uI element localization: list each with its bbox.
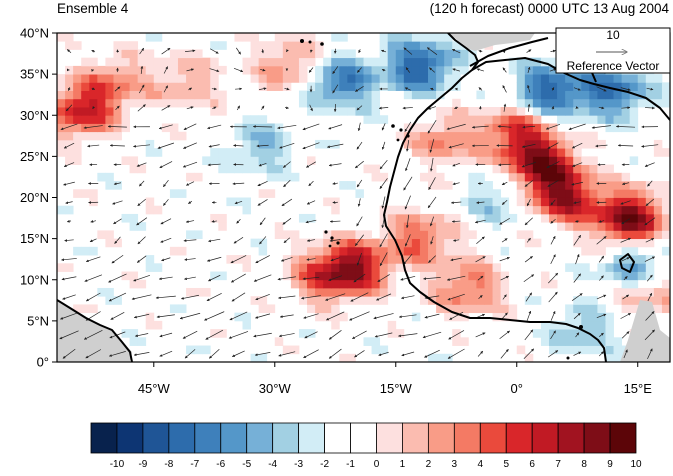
colorbar-swatch (584, 423, 610, 453)
y-axis-labels: 0° 5°N 10°N 15°N 20°N 25°N 30°N 35°N 40°N (20, 26, 49, 370)
colorbar-tick-label: -5 (242, 459, 251, 470)
reference-vector-magnitude: 10 (606, 28, 620, 42)
colorbar-swatch (351, 423, 377, 453)
colorbar-swatch (299, 423, 325, 453)
colorbar-swatch (558, 423, 584, 453)
colorbar-tick-label: 10 (630, 459, 642, 470)
colorbar-tick-label: -2 (320, 459, 329, 470)
colorbar-tick-label: 9 (607, 459, 613, 470)
colorbar-tick-label: 7 (555, 459, 561, 470)
x-tick-label: 15°E (624, 381, 653, 396)
colorbar-tick-label: 8 (581, 459, 587, 470)
y-tick-label: 10°N (20, 272, 49, 287)
colorbar-tick-label: -7 (190, 459, 199, 470)
colorbar-tick-label: 3 (452, 459, 458, 470)
colorbar-swatch (117, 423, 143, 453)
colorbar-tick-label: -9 (138, 459, 147, 470)
colorbar-swatch (195, 423, 221, 453)
colorbar-swatch (273, 423, 299, 453)
colorbar-swatch (480, 423, 506, 453)
colorbar-tick-label: 2 (426, 459, 432, 470)
x-tick-label: 30°W (259, 381, 292, 396)
y-tick-label: 25°N (20, 149, 49, 164)
reference-vector-legend: 10 Reference Vector (556, 28, 670, 73)
colorbar-swatch (532, 423, 558, 453)
colorbar-tick-label: -4 (268, 459, 277, 470)
colorbar-swatch (91, 423, 117, 453)
colorbar-swatch (143, 423, 169, 453)
colorbar-tick-label: -8 (164, 459, 173, 470)
colorbar (91, 423, 636, 453)
y-tick-label: 0° (37, 355, 49, 370)
x-tick-label: 0° (511, 381, 523, 396)
colorbar-tick-label: 0 (374, 459, 380, 470)
colorbar-swatch (610, 423, 636, 453)
y-tick-label: 15°N (20, 231, 49, 246)
colorbar-swatch (506, 423, 532, 453)
colorbar-tick-label: -3 (294, 459, 303, 470)
colorbar-tick-label: 4 (478, 459, 484, 470)
colorbar-tick-label: 6 (529, 459, 535, 470)
colorbar-tick-label: -1 (346, 459, 355, 470)
colorbar-swatch (454, 423, 480, 453)
colorbar-swatch (376, 423, 402, 453)
y-tick-label: 5°N (27, 313, 49, 328)
colorbar-tick-label: 5 (503, 459, 509, 470)
colorbar-swatch (247, 423, 273, 453)
y-tick-label: 40°N (20, 26, 49, 41)
y-tick-label: 20°N (20, 190, 49, 205)
x-axis-labels: 45°W 30°W 15°W 0° 15°E (138, 381, 652, 396)
colorbar-tick-label: -10 (110, 459, 125, 470)
colorbar-swatch (402, 423, 428, 453)
colorbar-swatch (221, 423, 247, 453)
y-tick-label: 35°N (20, 67, 49, 82)
colorbar-tick-label: -6 (216, 459, 225, 470)
x-tick-label: 45°W (138, 381, 171, 396)
x-tick-label: 15°W (380, 381, 413, 396)
colorbar-swatch (325, 423, 351, 453)
y-tick-label: 30°N (20, 108, 49, 123)
colorbar-swatch (169, 423, 195, 453)
colorbar-swatch (428, 423, 454, 453)
colorbar-tick-label: 1 (400, 459, 406, 470)
reference-vector-label: Reference Vector (567, 59, 660, 73)
